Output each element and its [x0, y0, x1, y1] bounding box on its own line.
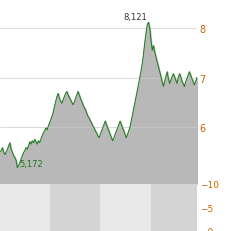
Bar [50, 184, 100, 231]
Bar [150, 184, 197, 231]
Text: 5,172: 5,172 [20, 159, 43, 168]
Bar [100, 184, 150, 231]
Text: 8,121: 8,121 [124, 13, 148, 22]
Bar [0, 184, 50, 231]
